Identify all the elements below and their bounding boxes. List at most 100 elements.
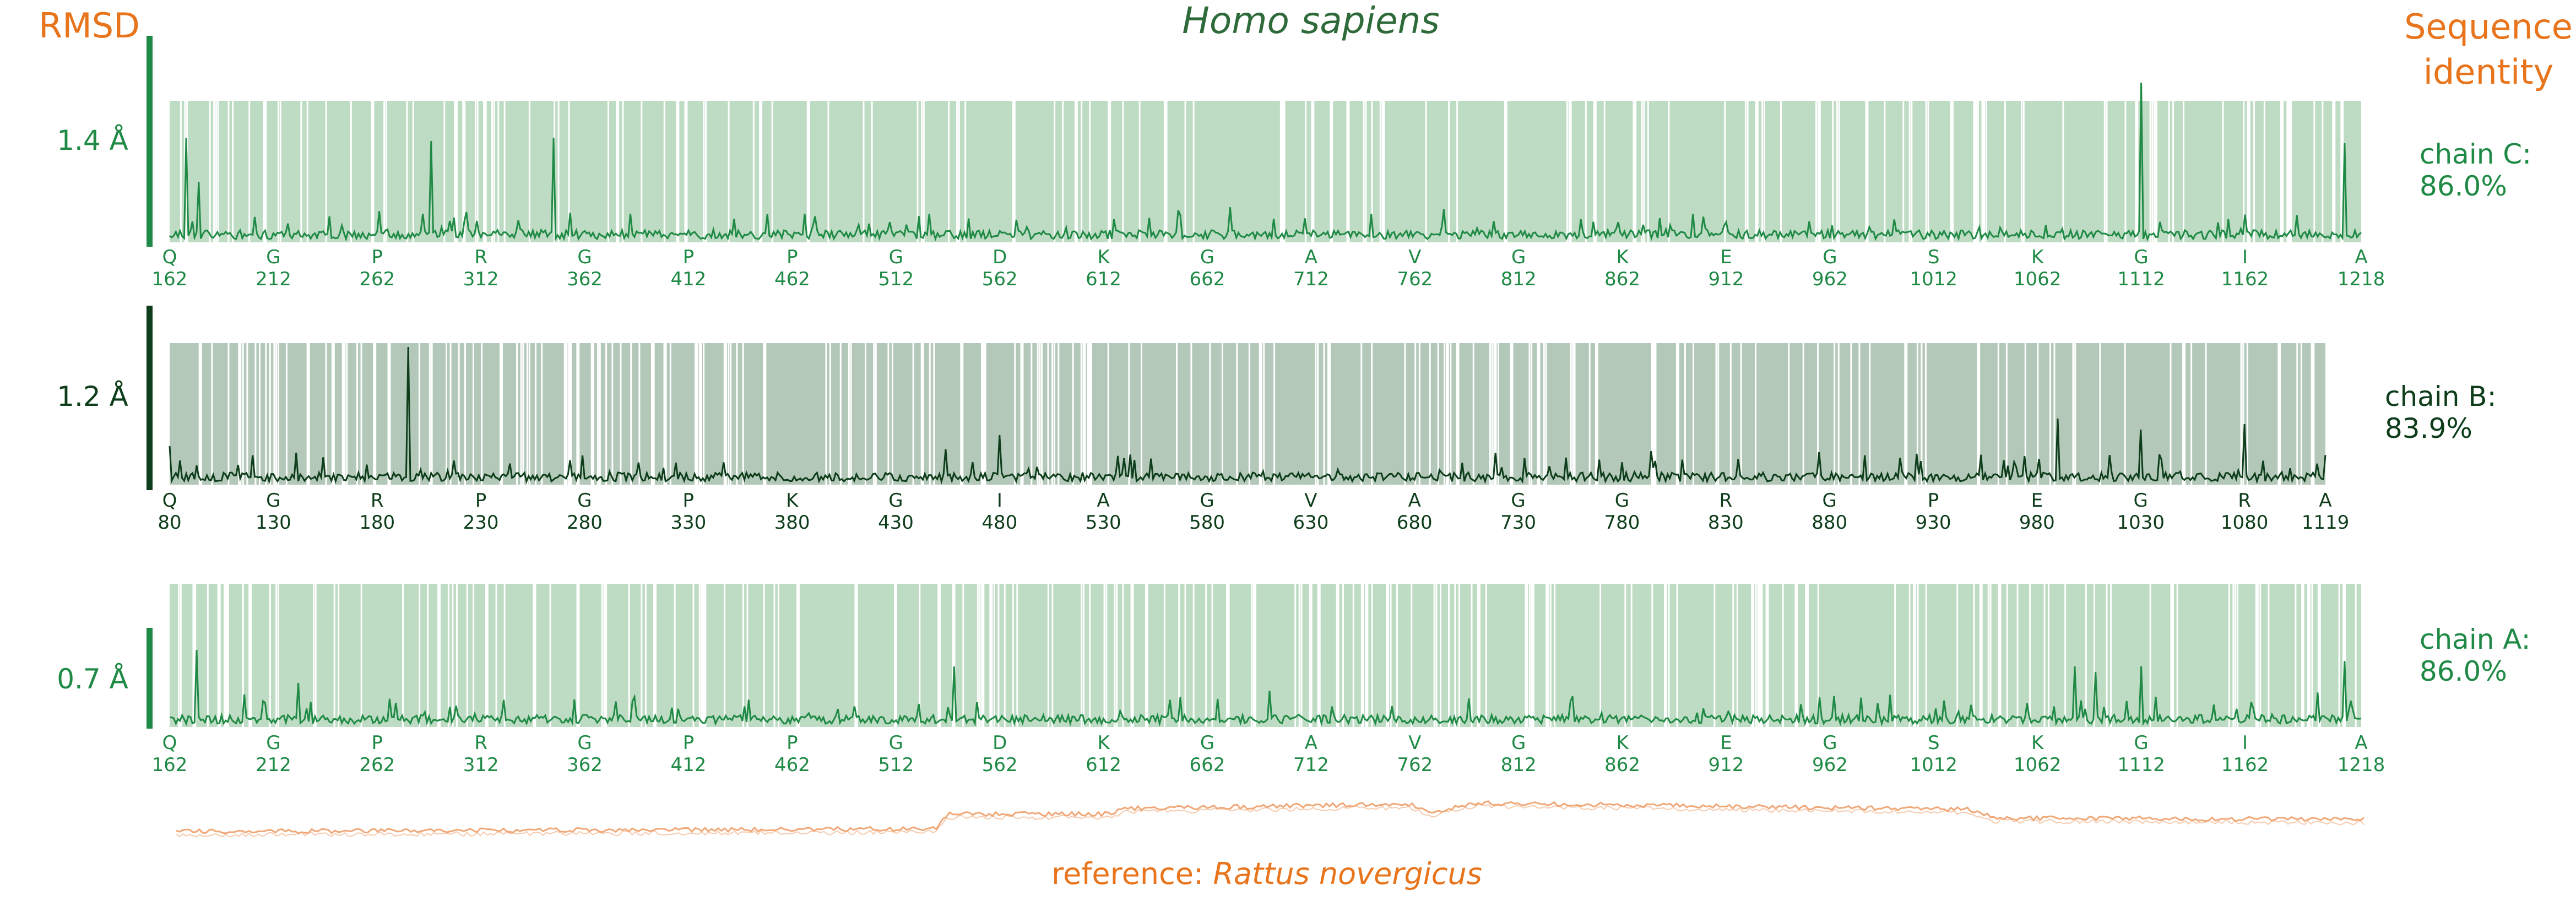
gap-stripe xyxy=(2170,343,2172,485)
gap-stripe xyxy=(1531,584,1534,727)
gap-stripe xyxy=(778,584,780,727)
gap-stripe xyxy=(1989,584,1992,727)
gap-stripe xyxy=(568,101,570,242)
gap-stripe xyxy=(495,584,497,727)
residue-letter: G xyxy=(2134,490,2148,512)
gap-stripe xyxy=(371,101,375,242)
gap-stripe xyxy=(724,584,726,727)
chain-label: chain C: xyxy=(2420,138,2531,170)
gap-stripe xyxy=(1062,101,1064,242)
rmsd-bar xyxy=(147,36,153,247)
gap-stripe xyxy=(1858,343,1861,485)
gap-stripe xyxy=(2236,584,2238,727)
gap-stripe xyxy=(1554,584,1556,727)
gap-stripe xyxy=(1973,584,1975,727)
residue-letter: A xyxy=(1305,246,1317,268)
gap-stripe xyxy=(1228,584,1230,727)
residue-letter: E xyxy=(2031,490,2043,512)
gap-stripe xyxy=(616,101,620,242)
gap-stripe xyxy=(653,343,655,485)
residue-letter: G xyxy=(1822,490,1836,512)
gap-stripe xyxy=(1925,584,1927,727)
gap-stripe xyxy=(306,343,310,485)
residue-letter: G xyxy=(577,246,592,268)
gap-stripe xyxy=(1549,584,1552,727)
residue-letter: E xyxy=(1720,246,1732,268)
gap-stripe xyxy=(825,343,827,485)
gap-stripe xyxy=(1761,101,1764,242)
gap-stripe xyxy=(263,101,267,242)
gap-stripe xyxy=(923,101,925,242)
gap-stripe xyxy=(1130,584,1134,727)
gap-stripe xyxy=(387,343,391,485)
gap-stripe xyxy=(1360,584,1364,727)
residue-number: 180 xyxy=(359,512,395,534)
gap-stripe xyxy=(601,584,603,727)
gap-stripe xyxy=(1414,343,1417,485)
gap-stripe xyxy=(1047,343,1049,485)
gap-stripe xyxy=(356,343,359,485)
residue-number: 862 xyxy=(1604,754,1640,776)
gap-stripe xyxy=(590,343,594,485)
gap-stripe xyxy=(1053,343,1055,485)
gap-stripe xyxy=(2064,584,2067,727)
gap-stripe xyxy=(265,101,267,242)
gap-stripe xyxy=(1317,343,1319,485)
gap-stripe xyxy=(499,343,503,485)
residue-number: 962 xyxy=(1812,268,1848,290)
gap-stripe xyxy=(194,584,197,727)
gap-stripe xyxy=(1497,343,1499,485)
residue-number: 212 xyxy=(256,754,291,776)
residue-number: 712 xyxy=(1293,268,1329,290)
residue-letter: S xyxy=(1928,732,1940,754)
gap-stripe xyxy=(209,101,211,242)
gap-stripe xyxy=(300,101,302,242)
gap-stripe xyxy=(2288,101,2292,242)
gap-stripe xyxy=(1346,101,1350,242)
gap-stripe xyxy=(1817,343,1819,485)
gap-stripe xyxy=(1298,584,1300,727)
gap-stripe xyxy=(2182,343,2186,485)
gap-stripe xyxy=(698,343,702,485)
gap-stripe xyxy=(2103,101,2106,242)
gap-stripe xyxy=(2205,343,2207,485)
residue-letter: K xyxy=(2031,732,2044,754)
residue-letter: E xyxy=(1720,732,1732,754)
gap-stripe xyxy=(306,101,308,242)
gap-stripe xyxy=(1176,343,1178,485)
gap-stripe xyxy=(198,343,202,485)
rmsd-value-label: 1.4 Å xyxy=(57,124,128,156)
residue-number: 412 xyxy=(671,754,707,776)
gap-stripe xyxy=(1757,584,1761,727)
gap-stripe xyxy=(1039,343,1041,485)
gap-stripe xyxy=(1342,584,1344,727)
gap-stripe xyxy=(2247,101,2250,242)
residue-letter: P xyxy=(1928,490,1939,512)
gap-stripe xyxy=(1543,343,1545,485)
residue-number: 680 xyxy=(1397,512,1433,534)
gap-stripe xyxy=(1911,101,1913,242)
residue-number: 662 xyxy=(1190,268,1225,290)
gap-stripe xyxy=(1336,584,1339,727)
residue-letter: G xyxy=(1200,732,1214,754)
residue-letter: G xyxy=(1823,732,1837,754)
gap-stripe xyxy=(493,101,495,242)
gap-stripe xyxy=(1365,101,1367,242)
gap-stripe xyxy=(2340,101,2344,242)
gap-stripe xyxy=(533,584,536,727)
gap-stripe xyxy=(385,101,387,242)
gap-stripe xyxy=(771,101,773,242)
gap-stripe xyxy=(576,584,580,727)
gap-stripe xyxy=(338,584,340,727)
gap-stripe xyxy=(473,584,475,727)
gap-stripe xyxy=(474,101,476,242)
gap-stripe xyxy=(947,101,950,242)
gap-stripe xyxy=(1192,101,1195,242)
gap-stripe xyxy=(871,101,873,242)
gap-stripe xyxy=(1950,101,1954,242)
gap-stripe xyxy=(192,584,196,727)
gap-stripe xyxy=(1838,101,1840,242)
gap-stripe xyxy=(2332,101,2336,242)
gap-stripe xyxy=(1140,343,1142,485)
